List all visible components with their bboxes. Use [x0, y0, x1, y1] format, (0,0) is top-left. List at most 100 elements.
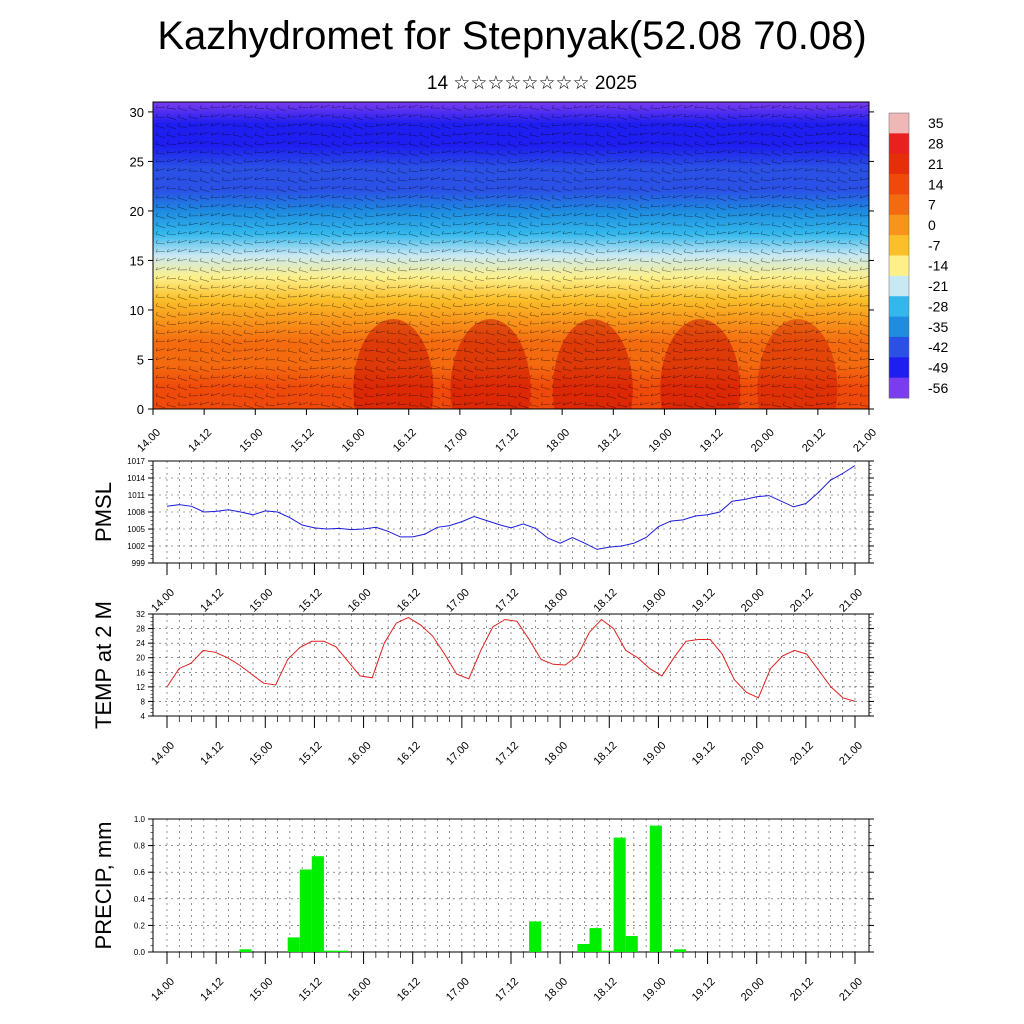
- wind-barb-tick: [177, 248, 180, 253]
- wind-barb: [804, 330, 815, 334]
- wind-barb: [221, 203, 232, 208]
- wind-barb-tick: [661, 149, 664, 154]
- wind-barb-tick: [463, 365, 466, 370]
- wind-barb: [771, 332, 782, 337]
- wind-barb-tick: [804, 113, 807, 118]
- wind-barb-tick: [562, 203, 565, 208]
- wind-barb-tick: [474, 230, 477, 235]
- wind-barb-tick: [474, 356, 477, 361]
- wind-barb-tick: [804, 158, 807, 163]
- wind-barb: [254, 331, 265, 334]
- wind-barb: [529, 134, 540, 137]
- wind-barb: [716, 248, 727, 253]
- wind-barb: [595, 205, 606, 208]
- wind-barb-tick: [705, 104, 708, 109]
- wind-barb: [452, 296, 463, 300]
- wind-barb-tick: [507, 257, 510, 262]
- wind-barb: [386, 269, 397, 273]
- wind-barb-tick: [254, 167, 257, 172]
- wind-barb-tick: [232, 356, 235, 361]
- wind-barb-tick: [837, 275, 840, 280]
- wind-barb: [705, 314, 716, 318]
- wind-barb: [298, 260, 309, 265]
- wind-barb-tick: [716, 140, 719, 145]
- wind-barb: [309, 133, 320, 136]
- wind-barb-tick: [595, 212, 598, 217]
- wind-barb-tick: [672, 284, 675, 289]
- wind-barb: [595, 242, 606, 246]
- wind-barb-tick: [749, 356, 752, 361]
- wind-barb-tick: [716, 347, 719, 352]
- wind-barb-tick: [760, 167, 763, 172]
- wind-barb-tick: [749, 113, 752, 118]
- wind-barb-tick: [496, 275, 499, 280]
- wind-barb-tick: [617, 311, 620, 316]
- wind-barb: [309, 375, 320, 379]
- wind-barb-tick: [738, 320, 741, 325]
- wind-barb-tick: [584, 338, 587, 343]
- wind-barb-tick: [650, 392, 653, 397]
- wind-barb: [408, 294, 419, 298]
- wind-barb-tick: [254, 158, 257, 163]
- wind-barb: [782, 186, 793, 190]
- wind-barb: [573, 222, 584, 226]
- wind-barb-tick: [232, 275, 235, 280]
- wind-barb: [232, 357, 243, 361]
- wind-barb-tick: [496, 140, 499, 145]
- wind-barb: [815, 197, 826, 202]
- wind-barb: [441, 305, 452, 309]
- wind-barb: [606, 276, 617, 280]
- wind-barb: [826, 107, 837, 110]
- wind-barb: [254, 177, 265, 181]
- wind-barb: [738, 231, 749, 235]
- wind-barb-tick: [804, 212, 807, 217]
- wind-barb-tick: [364, 329, 367, 334]
- wind-barb-tick: [727, 167, 730, 172]
- wind-barb-tick: [727, 266, 730, 271]
- wind-barb-tick: [639, 374, 642, 379]
- panel-ytick-label: 1017: [127, 457, 145, 466]
- wind-barb-tick: [441, 230, 444, 235]
- wind-barb: [331, 215, 342, 219]
- wind-barb: [463, 278, 474, 283]
- wind-barb: [463, 377, 474, 381]
- wind-barb-tick: [683, 248, 686, 253]
- heatmap-xtick-label: 15.12: [289, 427, 317, 455]
- wind-barb-tick: [375, 104, 378, 109]
- wind-barb-tick: [584, 356, 587, 361]
- wind-barb-tick: [287, 374, 290, 379]
- wind-barb-tick: [815, 239, 818, 244]
- wind-barb: [386, 204, 397, 208]
- wind-barb-tick: [353, 113, 356, 118]
- wind-barb-tick: [804, 194, 807, 199]
- panel-ytick-label: 4: [141, 712, 146, 721]
- wind-barb-tick: [716, 257, 719, 262]
- wind-barb: [551, 296, 562, 299]
- wind-barb-tick: [859, 113, 862, 118]
- wind-barb: [419, 134, 430, 139]
- wind-barb-tick: [826, 104, 829, 109]
- wind-barb-tick: [254, 149, 257, 154]
- wind-barb-tick: [782, 320, 785, 325]
- wind-barb-tick: [166, 185, 169, 190]
- wind-barb: [529, 224, 540, 227]
- wind-barb-tick: [595, 113, 598, 118]
- wind-barb-tick: [551, 248, 554, 253]
- wind-barb-tick: [331, 338, 334, 343]
- wind-barb-tick: [716, 401, 719, 406]
- wind-barb-tick: [496, 248, 499, 253]
- wind-barb-tick: [738, 140, 741, 145]
- wind-barb: [375, 131, 386, 136]
- wind-barb-tick: [221, 221, 224, 226]
- wind-barb-tick: [771, 266, 774, 271]
- wind-barb-tick: [782, 230, 785, 235]
- wind-barb: [155, 386, 166, 389]
- wind-barb-tick: [793, 203, 796, 208]
- wind-barb-tick: [672, 311, 675, 316]
- wind-barb-tick: [353, 374, 356, 379]
- wind-barb-tick: [507, 266, 510, 271]
- wind-barb-tick: [518, 221, 521, 226]
- wind-barb: [430, 356, 441, 361]
- wind-barb: [397, 187, 408, 190]
- wind-barb-tick: [628, 275, 631, 280]
